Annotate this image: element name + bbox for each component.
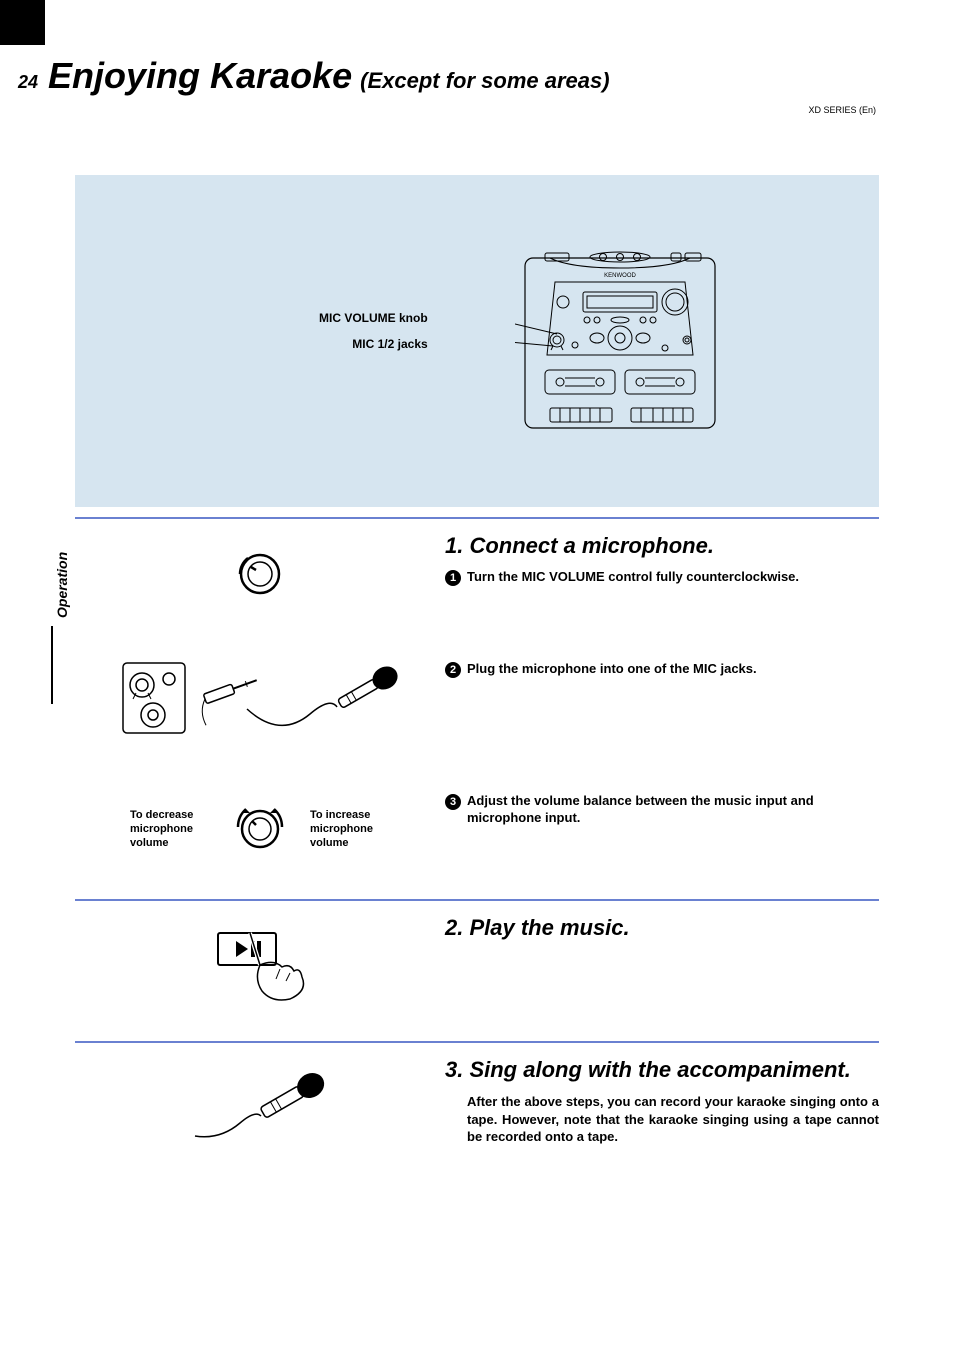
knob-increase-label: To increase microphone volume <box>310 808 390 851</box>
step1-text3: Adjust the volume balance between the mu… <box>467 793 879 827</box>
corner-tab <box>0 0 45 45</box>
step1-text1: Turn the MIC VOLUME control fully counte… <box>467 569 799 586</box>
knob-balance-group: To decrease microphone volume To increas… <box>130 799 390 859</box>
content-area: MIC VOLUME knob MIC 1/2 jacks KENWOOD <box>75 175 879 1173</box>
knob-decrease-label: To decrease microphone volume <box>130 808 210 851</box>
mic-volume-knob-icon <box>234 548 286 600</box>
side-tab: Operation <box>54 552 70 618</box>
bullet-1: 1 <box>445 570 461 586</box>
device-illustration: KENWOOD <box>515 250 725 450</box>
label-mic-volume: MIC VOLUME knob <box>319 305 428 331</box>
step-1: 1. Connect a microphone. 1 Turn the MIC … <box>75 517 879 889</box>
title-sub: (Except for some areas) <box>360 68 609 94</box>
label-mic-jacks: MIC 1/2 jacks <box>319 331 428 357</box>
page-number: 24 <box>18 72 38 93</box>
play-button-icon <box>200 921 320 1011</box>
series-label: XD SERIES (En) <box>808 105 876 115</box>
bullet-2: 2 <box>445 662 461 678</box>
device-panel: MIC VOLUME knob MIC 1/2 jacks KENWOOD <box>75 175 879 507</box>
svg-text:KENWOOD: KENWOOD <box>604 273 636 279</box>
mic-plugin-icon <box>115 649 405 749</box>
step1-text2: Plug the microphone into one of the MIC … <box>467 661 757 678</box>
knob-arrows-icon <box>230 799 290 859</box>
microphone-icon <box>185 1068 335 1148</box>
step3-title: 3. Sing along with the accompaniment. <box>445 1057 879 1083</box>
step1-title: 1. Connect a microphone. <box>445 533 879 559</box>
side-tab-line <box>51 626 53 704</box>
device-labels: MIC VOLUME knob MIC 1/2 jacks <box>319 305 428 358</box>
title-main: Enjoying Karaoke <box>48 55 352 97</box>
step-3: 3. Sing along with the accompaniment. Af… <box>75 1041 879 1173</box>
step3-note: After the above steps, you can record yo… <box>467 1093 879 1146</box>
page-title: 24 Enjoying Karaoke (Except for some are… <box>18 55 610 97</box>
bullet-3: 3 <box>445 794 461 810</box>
step-2: 2. Play the music. <box>75 899 879 1031</box>
step2-title: 2. Play the music. <box>445 915 879 941</box>
